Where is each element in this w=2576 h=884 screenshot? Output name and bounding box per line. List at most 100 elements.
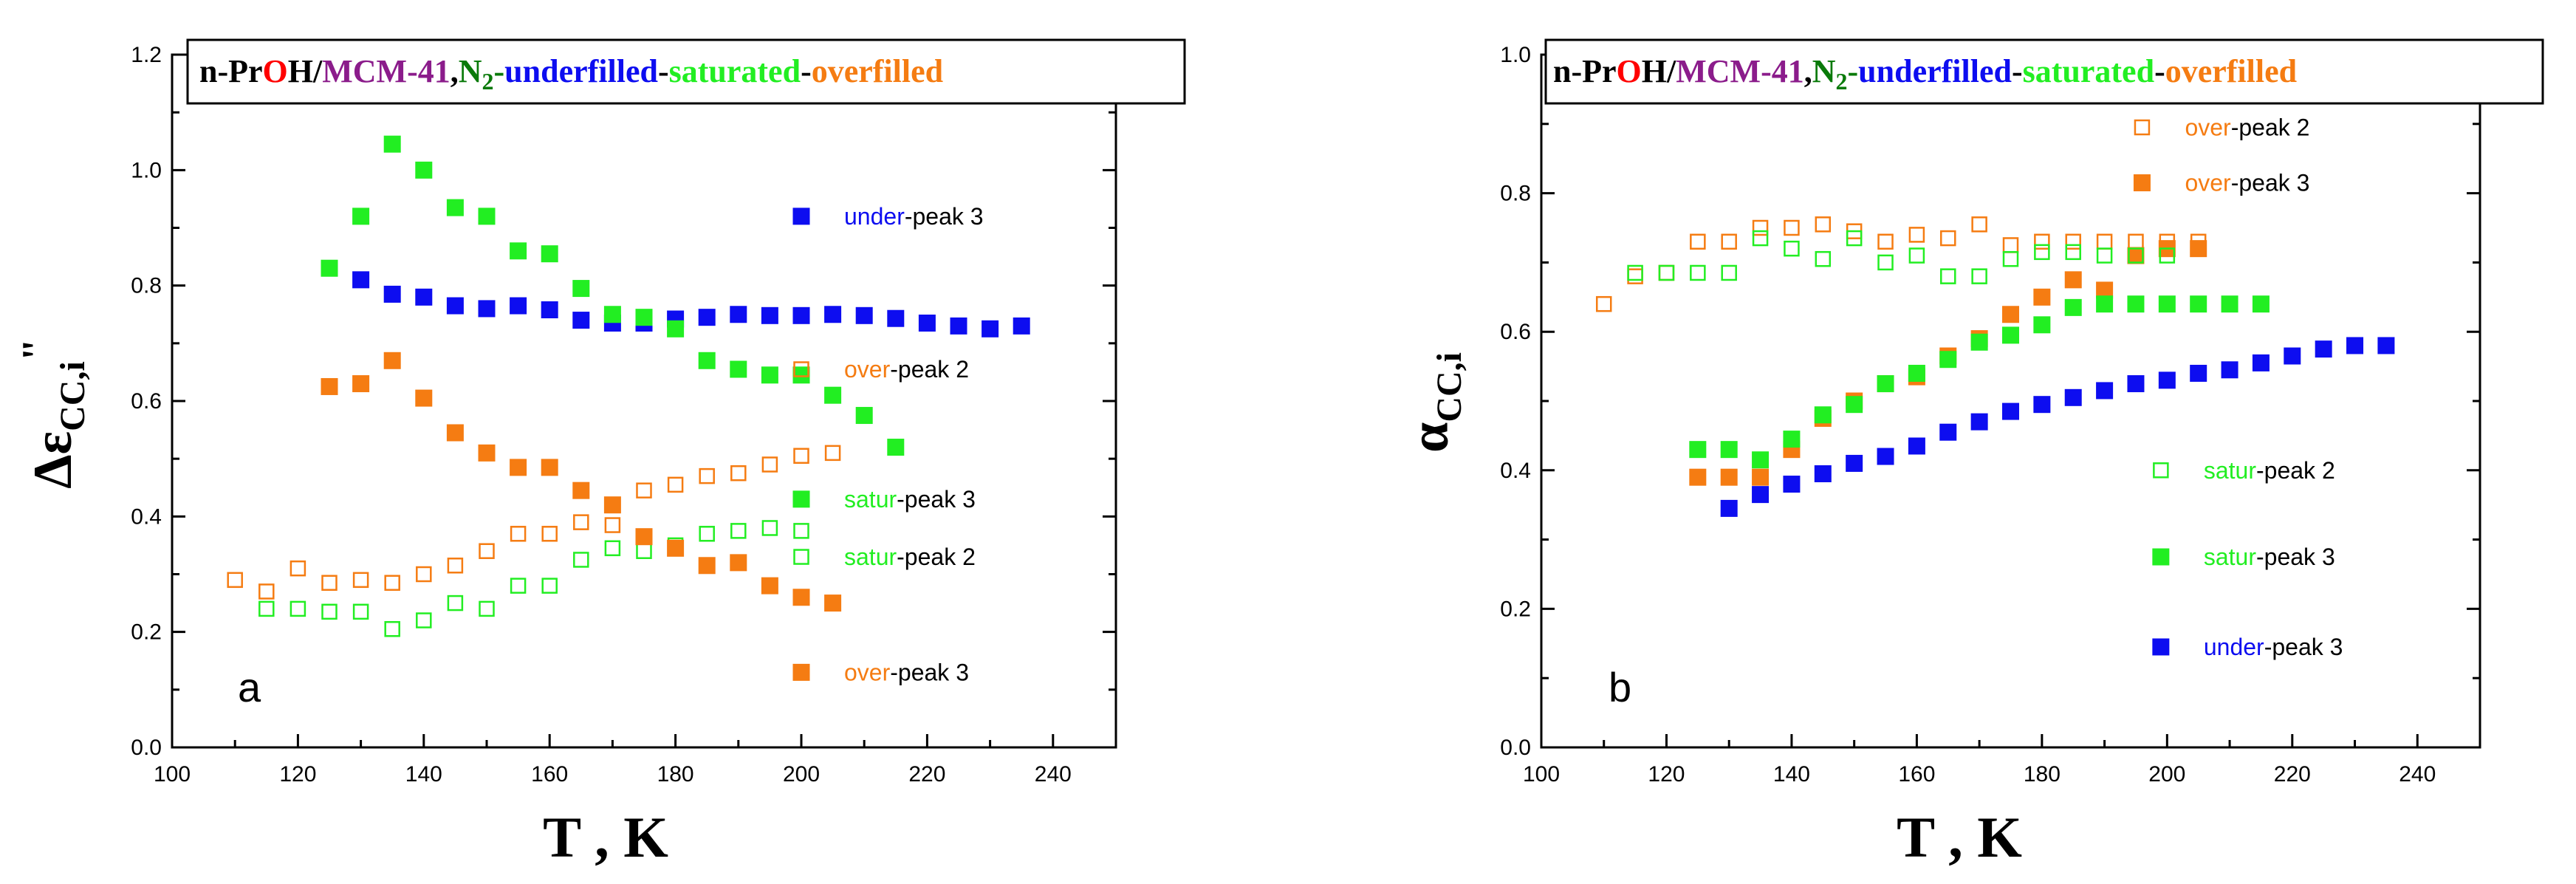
panel-a-legend-prefix: over [844, 659, 891, 685]
title-slash: / [312, 53, 323, 89]
panel-a-point-over-peak-2 [384, 575, 400, 591]
panel-b-xtick-label: 240 [2399, 762, 2436, 787]
panel-b-point-over-peak-2 [1908, 227, 1925, 243]
title-dash-2: - [658, 53, 669, 89]
panel-a-legend-suffix: -peak 3 [890, 659, 969, 685]
panel-b-point-satur-peak-2 [1784, 240, 1800, 257]
panel-b-legend-marker [2153, 462, 2169, 479]
panel-a-legend-label: over-peak 2 [844, 356, 969, 383]
panel-a-point-satur-peak-3 [572, 280, 590, 298]
panel-b-legend-label: over-peak 2 [2185, 114, 2309, 140]
panel-b-point-under-peak-3 [1814, 465, 1832, 482]
panel-a-point-over-peak-3 [792, 589, 810, 606]
panel-a-legend-marker [792, 208, 810, 225]
panel-b-point-satur-peak-2 [2034, 244, 2050, 261]
panel-b-point-satur-peak-2 [1940, 268, 1956, 284]
panel-b-point-satur-peak-2 [1752, 230, 1769, 247]
panel-b-xtick-label: 100 [1523, 762, 1560, 787]
panel-b-point-satur-peak-3 [1689, 441, 1707, 459]
panel-a-legend-suffix: -peak 3 [897, 486, 976, 513]
panel-a-point-over-peak-3 [603, 496, 621, 514]
panel-a-point-satur-peak-2 [699, 526, 715, 542]
panel-a-ytick-label: 0.6 [131, 389, 162, 414]
panel-a-point-satur-peak-3 [321, 259, 338, 277]
panel-b-xlabel: T , K [1897, 805, 2022, 869]
svg-text:αCC,i: αCC,i [1400, 352, 1469, 453]
panel-a-point-under-peak-3 [761, 306, 778, 324]
panel-b-point-satur-peak-3 [1783, 431, 1801, 448]
title-h: H [288, 53, 313, 89]
title-compound: n-Pr [1553, 53, 1617, 89]
title-n-sub: 2 [1836, 68, 1848, 95]
panel-b-point-satur-peak-3 [2190, 295, 2207, 313]
panel-a-ylabel-sup: " [14, 338, 60, 361]
panel-b-legend-marker [2133, 174, 2151, 192]
panel-b-point-under-peak-3 [2190, 364, 2207, 382]
panel-a-point-under-peak-3 [982, 320, 999, 338]
panel-a-point-over-peak-3 [383, 352, 401, 369]
panel-b-point-satur-peak-3 [2096, 295, 2114, 313]
panel-b: 100 120 140 160 180 200 220 240 0.0 0.2 0.4 0.6 0.8 1… [1400, 38, 2544, 869]
panel-a-legend-prefix: satur [844, 486, 897, 513]
panel-a-point-satur-peak-3 [635, 309, 653, 326]
panel-b-point-over-peak-2 [1815, 216, 1832, 233]
panel-a-ticks: 100 120 140 160 180 200 220 240 0.0 0.2 0.4 0.6 0.8 1… [131, 43, 1117, 787]
panel-a-point-under-peak-3 [698, 309, 716, 326]
panel-b-legend-suffix: -peak 3 [2264, 634, 2343, 660]
panel-a-xtick-label: 140 [405, 762, 442, 787]
title-slash: / [1666, 53, 1676, 89]
panel-b-point-over-peak-3 [2033, 288, 2051, 306]
title-compound: n-Pr [199, 53, 263, 89]
panel-b-point-satur-peak-2 [1815, 250, 1832, 267]
panel-b-legend-prefix: under [2204, 634, 2264, 660]
panel-a-point-under-peak-3 [478, 300, 496, 318]
panel-b-point-satur-peak-3 [1970, 333, 1988, 351]
panel-a-point-satur-peak-2 [541, 578, 558, 594]
panel-a-ytick-label: 0.4 [131, 504, 162, 529]
panel-a-point-satur-peak-3 [887, 439, 905, 456]
panel-a-point-satur-peak-3 [824, 386, 842, 404]
panel-b-legend-marker [2152, 638, 2170, 656]
panel-a-xtick-label: 160 [531, 762, 568, 787]
panel-a-point-satur-peak-2 [384, 621, 400, 637]
panel-a-point-satur-peak-2 [573, 552, 589, 568]
panel-a-title: n-PrOH/MCM-41,N2-underfilled-saturated-o… [199, 53, 943, 95]
panel-b-point-under-peak-3 [2096, 382, 2114, 400]
title-over: overfilled [812, 53, 943, 89]
title-under: underfilled [504, 53, 658, 89]
panel-b-point-over-peak-3 [2064, 271, 2082, 289]
panel-a-xtick-label: 200 [783, 762, 820, 787]
panel-b-point-satur-peak-2 [2065, 244, 2081, 261]
panel-a-ytick-label: 0.8 [131, 274, 162, 298]
panel-a-point-over-peak-3 [698, 557, 716, 575]
panel-b-point-satur-peak-2 [1658, 264, 1675, 281]
panel-b-xtick-label: 120 [1648, 762, 1685, 787]
panel-a-point-satur-peak-2 [321, 603, 338, 620]
panel-b-ytick-label: 0.0 [1500, 736, 1531, 760]
panel-a-legend-suffix: -peak 2 [890, 356, 969, 383]
panel-b-marks [1595, 216, 2395, 517]
panel-a-ylabel-main: Δε [23, 431, 83, 489]
panel-b-legend-suffix: -peak 3 [2256, 544, 2335, 570]
panel-b-ylabel: αCC,i [1400, 352, 1469, 453]
panel-a-point-satur-peak-2 [730, 523, 747, 539]
panel-a-legend-marker [792, 663, 810, 681]
panel-a-point-over-peak-2 [636, 482, 652, 498]
panel-a-point-over-peak-2 [541, 526, 558, 542]
panel-a-point-over-peak-2 [824, 445, 841, 462]
panel-a-point-satur-peak-3 [667, 320, 685, 338]
panel-b-xtick-label: 140 [1773, 762, 1810, 787]
panel-a-point-under-peak-3 [446, 297, 464, 315]
panel-a-point-satur-peak-2 [604, 540, 621, 557]
panel-a-point-over-peak-2 [258, 583, 275, 600]
panel-b-letter: b [1609, 664, 1631, 710]
panel-b-point-over-peak-3 [2002, 306, 2019, 323]
panel-b-point-satur-peak-2 [1690, 264, 1706, 281]
panel-b-point-satur-peak-3 [1908, 364, 1925, 382]
panel-b-point-under-peak-3 [2221, 361, 2238, 379]
panel-b-legend-label: over-peak 3 [2185, 170, 2309, 196]
panel-a-xtick-label: 120 [279, 762, 316, 787]
